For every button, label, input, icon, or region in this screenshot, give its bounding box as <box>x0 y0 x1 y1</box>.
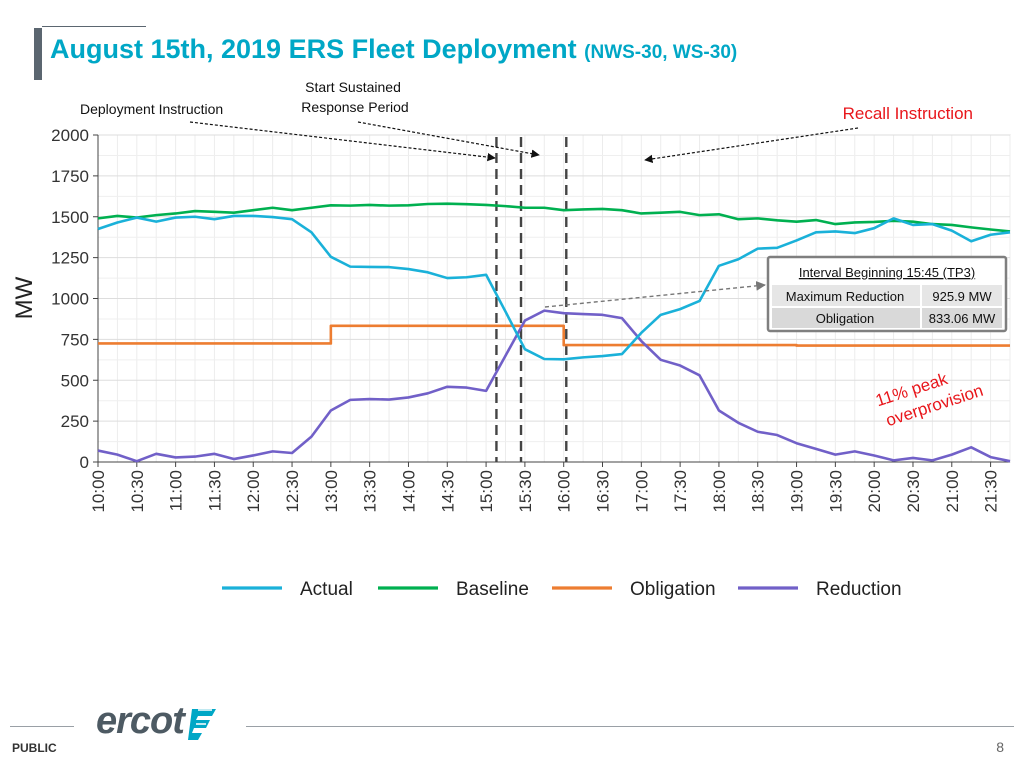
page-number: 8 <box>996 739 1004 755</box>
info-box-obligation-value: 833.06 MW <box>929 311 996 326</box>
x-tick-label: 14:30 <box>438 470 457 513</box>
x-tick-label: 11:30 <box>205 470 224 511</box>
start-sustained-label-line1: Start Sustained <box>305 79 401 95</box>
series-line-obligation <box>98 324 1010 347</box>
footer-rule-right <box>246 726 1014 727</box>
title-top-rule <box>42 26 146 27</box>
y-axis-label: MW <box>11 276 38 319</box>
info-box-max-reduction-value: 925.9 MW <box>932 289 992 304</box>
y-tick-label: 1500 <box>51 208 89 227</box>
y-tick-label: 0 <box>80 453 89 472</box>
y-tick-label: 750 <box>61 330 89 349</box>
logo-wordmark: ercot <box>96 700 185 742</box>
ercot-logo: ercot <box>96 700 218 743</box>
x-tick-label: 17:00 <box>632 470 651 513</box>
title-main: August 15th, 2019 ERS Fleet Deployment <box>50 34 577 64</box>
y-tick-label: 500 <box>61 371 89 390</box>
info-box-obligation-label: Obligation <box>816 311 875 326</box>
x-tick-label: 21:30 <box>982 470 1001 513</box>
x-tick-label: 14:00 <box>399 470 418 513</box>
public-label: PUBLIC <box>12 741 57 755</box>
slide-title: August 15th, 2019 ERS Fleet Deployment (… <box>50 34 737 65</box>
interval-info-box: Interval Beginning 15:45 (TP3) Maximum R… <box>766 255 1008 333</box>
x-tick-label: 12:00 <box>244 470 263 513</box>
x-tick-label: 16:00 <box>555 470 574 513</box>
x-tick-label: 13:30 <box>361 470 380 513</box>
legend-label-obligation: Obligation <box>630 579 716 600</box>
start-sustained-arrow <box>357 121 540 158</box>
x-tick-label: 19:00 <box>788 470 807 513</box>
x-tick-label: 15:00 <box>477 470 496 513</box>
x-tick-label: 12:30 <box>283 470 302 513</box>
info-box-max-reduction-label: Maximum Reduction <box>786 289 905 304</box>
recall-instruction-arrow <box>644 127 859 164</box>
x-tick-label: 21:00 <box>943 470 962 513</box>
x-tick-label: 13:00 <box>322 470 341 513</box>
info-box-pointer-arrow <box>544 281 766 308</box>
deployment-instruction-arrow <box>189 121 496 162</box>
title-sub: (NWS-30, WS-30) <box>584 42 738 63</box>
x-tick-label: 18:30 <box>749 470 768 513</box>
x-tick-label: 10:30 <box>128 470 147 513</box>
x-tick-label: 17:30 <box>671 470 690 513</box>
series-line-actual <box>97 214 1011 361</box>
y-tick-label: 1750 <box>51 167 89 186</box>
texas-logo-icon <box>187 708 216 740</box>
series-line-reduction <box>97 309 1011 463</box>
title-accent-bar <box>34 28 42 80</box>
x-tick-label: 20:30 <box>904 470 923 513</box>
legend-label-baseline: Baseline <box>456 579 529 600</box>
y-tick-label: 1000 <box>51 290 89 309</box>
x-tick-label: 11:00 <box>167 470 186 511</box>
y-tick-label: 1250 <box>51 249 89 268</box>
start-sustained-label-line2: Response Period <box>301 99 408 115</box>
deployment-instruction-label: Deployment Instruction <box>80 101 223 117</box>
info-box-header: Interval Beginning 15:45 (TP3) <box>799 265 975 280</box>
x-tick-label: 15:30 <box>516 470 535 513</box>
legend-label-reduction: Reduction <box>816 579 902 600</box>
x-tick-label: 19:30 <box>826 470 845 513</box>
footer-rule-left <box>10 726 74 727</box>
series-line-baseline <box>97 202 1011 233</box>
y-tick-label: 250 <box>61 412 89 431</box>
y-tick-label: 2000 <box>51 126 89 145</box>
x-tick-label: 16:30 <box>594 470 613 513</box>
x-tick-label: 10:00 <box>89 470 108 513</box>
x-tick-label: 20:00 <box>865 470 884 513</box>
x-tick-label: 18:00 <box>710 470 729 513</box>
recall-instruction-label: Recall Instruction <box>843 104 973 123</box>
legend-label-actual: Actual <box>300 579 353 600</box>
